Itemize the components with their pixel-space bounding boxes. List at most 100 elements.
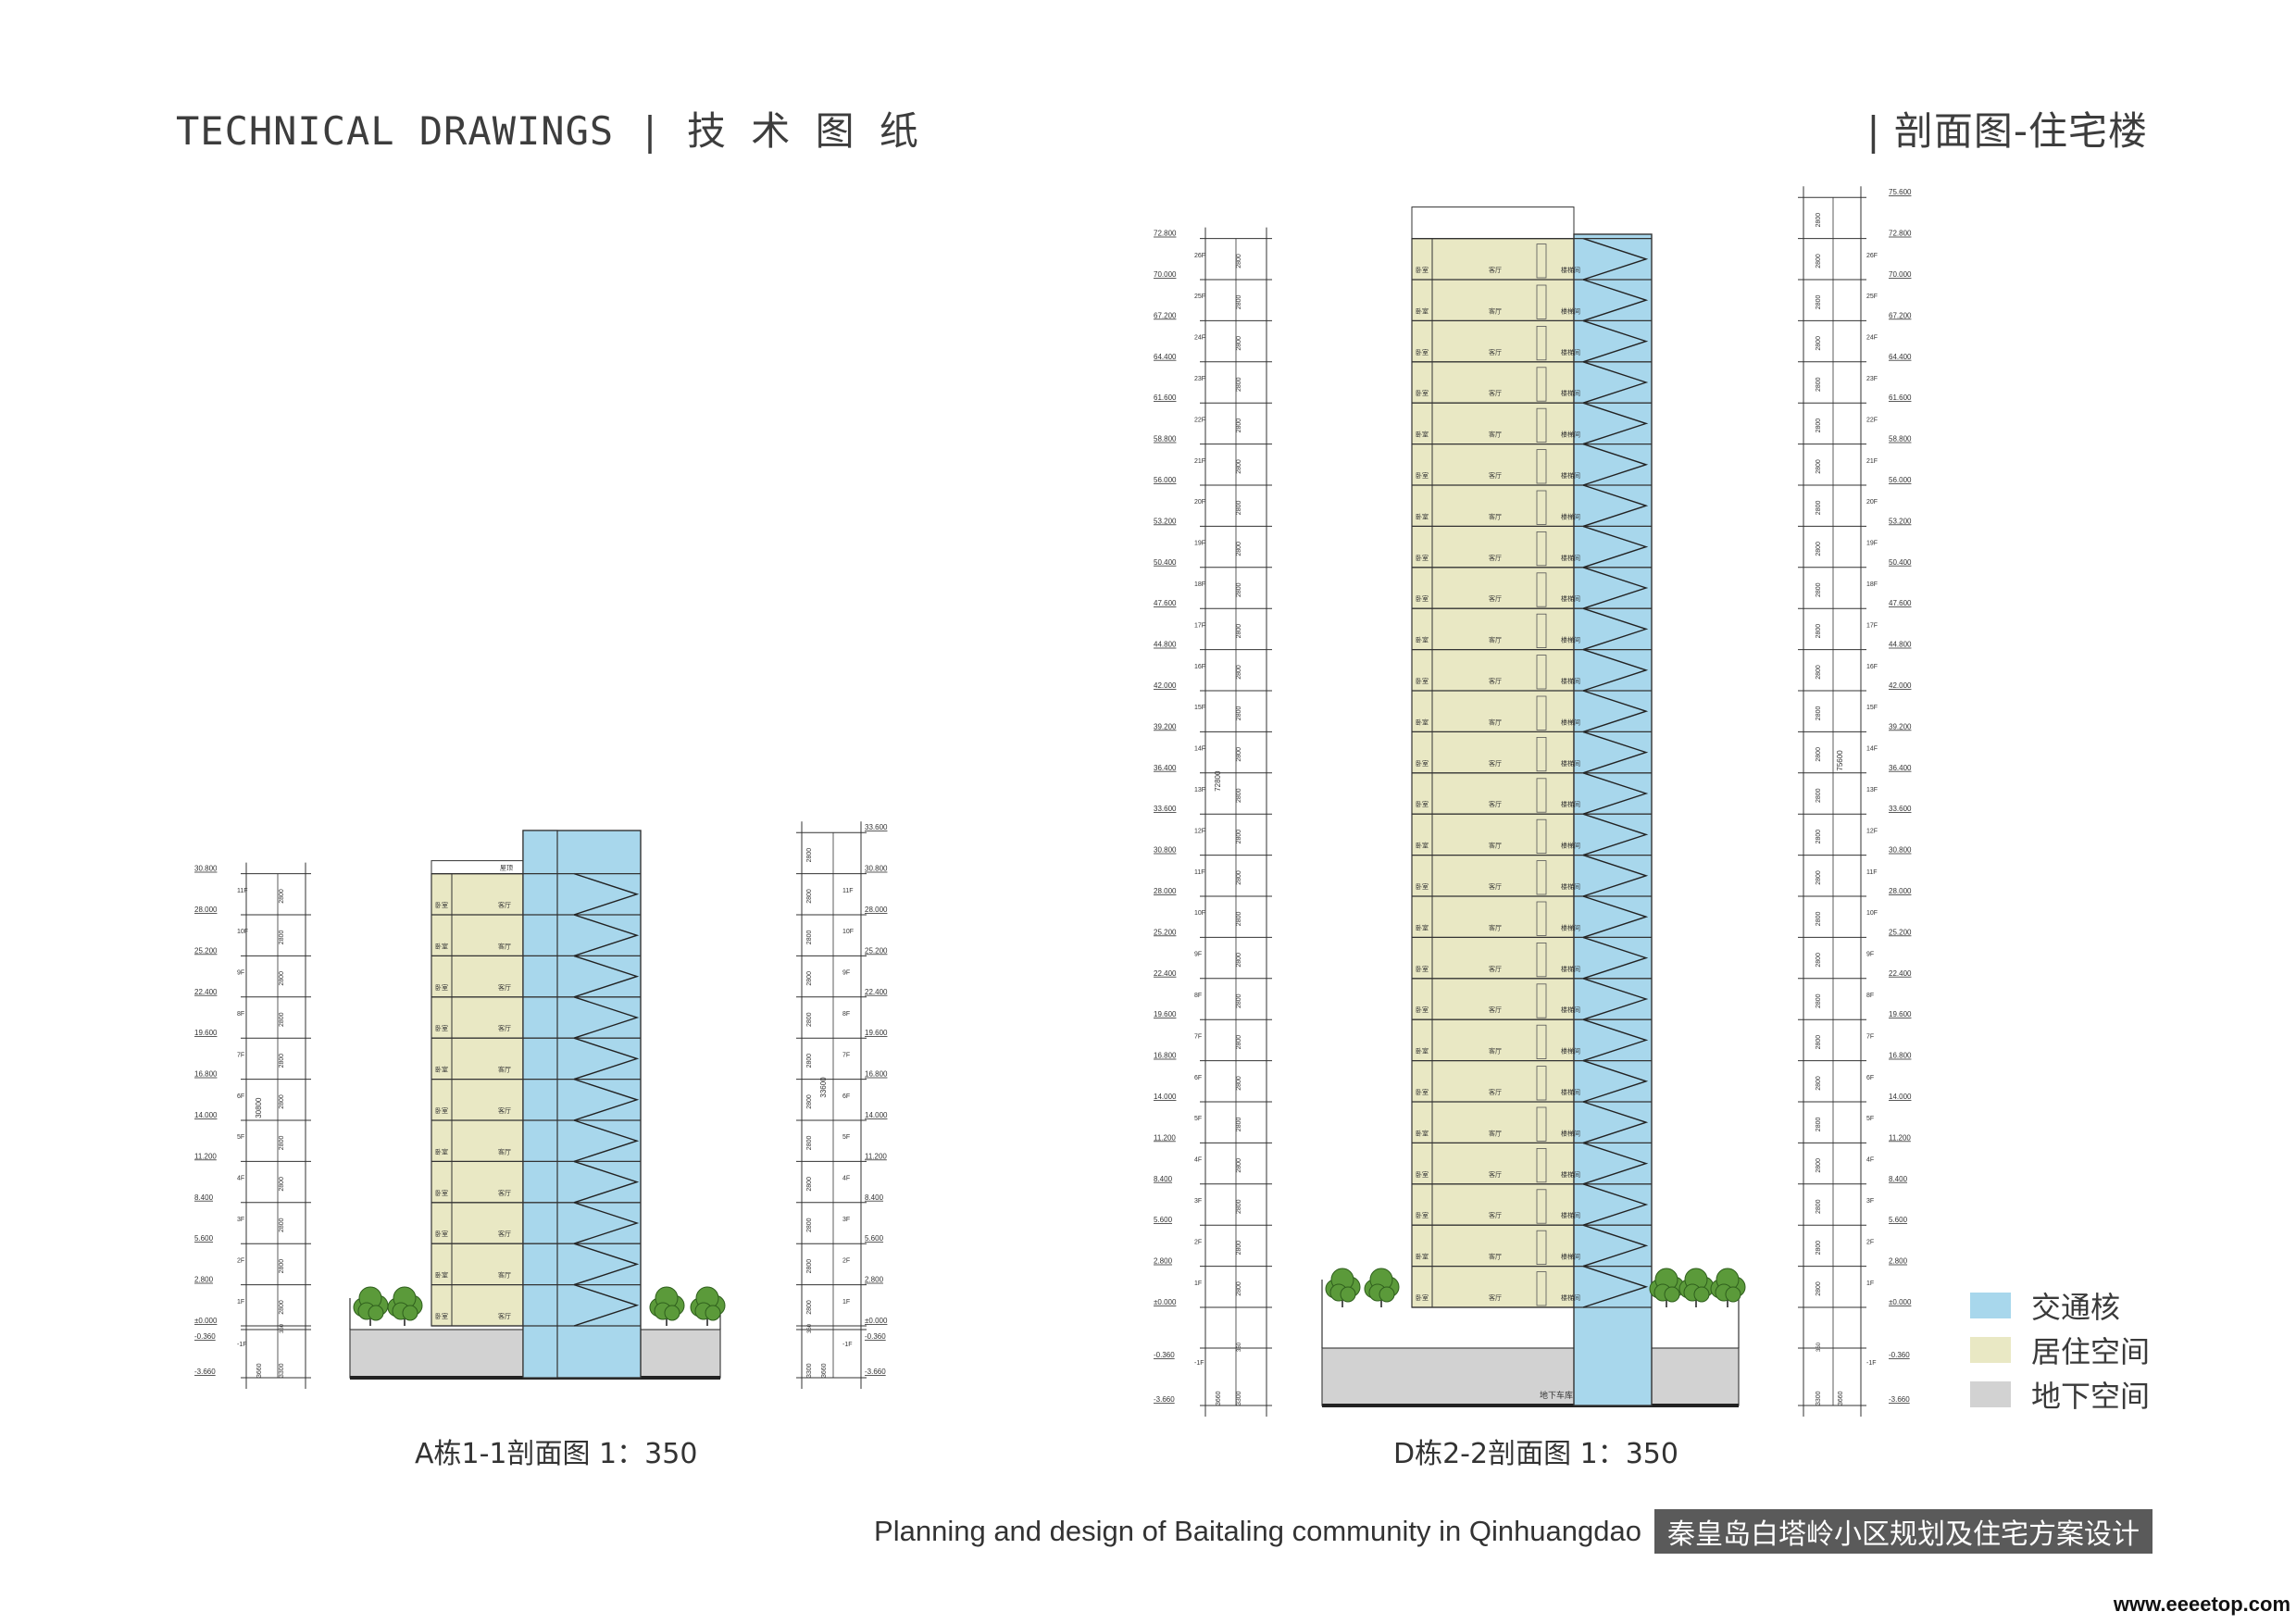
section-d-dim-left-floor-height: 2800 xyxy=(1236,418,1242,433)
section-d-dim-left-elevation: 8.400 xyxy=(1154,1175,1173,1183)
section-a-dim-left-floor-tag: 4F xyxy=(237,1176,244,1182)
section-d-dim-right-floor-height: 2800 xyxy=(1816,254,1822,269)
section-a-dim-left-floor-height: 2800 xyxy=(279,1300,285,1315)
section-a-dim-right-basement-dim: 3660 xyxy=(821,1363,828,1378)
section-d-dim-left-elevation: 56.000 xyxy=(1154,476,1177,484)
section-d-stair-flight xyxy=(1582,1183,1649,1226)
section-d-dim-right-floor-tag: 24F xyxy=(1866,335,1878,342)
section-d-door xyxy=(1536,1024,1547,1059)
section-a-dim-left-basement-dim: 3660 xyxy=(256,1363,263,1378)
section-d-dim-right-floor-tag: 1F xyxy=(1866,1280,1874,1287)
section-a-dim-left-floor-height: 2800 xyxy=(279,1094,285,1109)
legend-label-core: 交通核 xyxy=(2031,1290,2121,1325)
section-d-room-label: 卧室 xyxy=(1416,431,1429,439)
section-d-dim-right-floor-tag: 15F xyxy=(1866,705,1878,711)
section-d-dim-left-elevation: 72.800 xyxy=(1154,230,1177,238)
section-d-room-label: 楼梯间 xyxy=(1561,965,1580,973)
section-d-dim-right-basement-dim: 360 xyxy=(1816,1342,1822,1352)
section-a-dim-right-elevation: 16.800 xyxy=(865,1070,888,1079)
section-d-dim-right-floor-tag: 4F xyxy=(1866,1157,1874,1164)
section-d-dim-left-floor-height: 2800 xyxy=(1236,747,1242,762)
section-a-room-label: 卧室 xyxy=(435,901,448,909)
section-d-dim-left-floor-height: 2800 xyxy=(1236,993,1242,1008)
section-a-dim-left-floor-tag: 11F xyxy=(237,888,248,894)
section-a-dim-right-floor-height: 2800 xyxy=(806,1094,813,1109)
section-a-dim-right-elevation: 11.200 xyxy=(865,1152,887,1160)
section-d-dim-right-floor-tag: 6F xyxy=(1866,1075,1874,1081)
section-d-dim-left-elevation: 47.600 xyxy=(1154,599,1177,607)
section-a-tree xyxy=(353,1286,389,1326)
section-d-door xyxy=(1536,531,1547,567)
section-d-dim-left-floor-tag: 8F xyxy=(1194,993,1202,999)
section-d-room-label: 客厅 xyxy=(1489,677,1502,685)
section-d-dim-left-floor-tag: 18F xyxy=(1194,581,1205,588)
section-d-stair-flight xyxy=(1582,1101,1649,1144)
legend-item-core: 交通核 xyxy=(1970,1283,2150,1328)
section-d-dim-left-elevation: 70.000 xyxy=(1154,270,1177,279)
section-a-dim-left-elevation: -0.360 xyxy=(194,1332,216,1341)
section-d-dim-right-floor-height: 2800 xyxy=(1816,1158,1822,1173)
section-a-room-label: 客厅 xyxy=(498,1230,511,1238)
section-d-room-label: 客厅 xyxy=(1489,1088,1502,1096)
section-a-dim-right-floor-tag: 6F xyxy=(842,1093,850,1100)
section-d-room-label: 客厅 xyxy=(1489,306,1502,315)
section-d-dim-right-floor-tag: 16F xyxy=(1866,664,1878,670)
section-d-dim-left-floor-tag: 24F xyxy=(1194,335,1205,342)
section-a-dim-left-floor-height: 2800 xyxy=(279,889,285,904)
section-a-dim-right-floor-tag: 9F xyxy=(842,970,850,977)
section-d-dim-right-floor-height: 2800 xyxy=(1816,624,1822,639)
section-d-dim-left-elevation: 61.600 xyxy=(1154,394,1177,402)
section-a-dim-left-elevation: 19.600 xyxy=(194,1029,218,1037)
section-d-dim-right-elevation: 58.800 xyxy=(1889,435,1912,443)
section-d-dim-right-floor-height: 2800 xyxy=(1816,582,1822,597)
section-d-dim-left-elevation: 16.800 xyxy=(1154,1052,1177,1060)
section-a-dim-right-elevation: 22.400 xyxy=(865,988,888,996)
section-a-dim-left-floor-tag: 1F xyxy=(237,1299,244,1305)
section-d-dim-right-floor-tag: 10F xyxy=(1866,910,1878,917)
section-a-room-label: 客厅 xyxy=(498,983,511,992)
section-a-tree xyxy=(649,1286,685,1326)
section-d-dim-right-floor-height: 2800 xyxy=(1816,788,1822,803)
section-d-door xyxy=(1536,490,1547,525)
section-a-room-label: 客厅 xyxy=(498,1312,511,1320)
section-d-dim-left-floor-height: 2800 xyxy=(1236,254,1242,269)
section-d-dim-left-basement-dim: 3300 xyxy=(1236,1391,1242,1405)
section-d-dim-right-floor-height: 2800 xyxy=(1816,1076,1822,1091)
section-a-dim-left-elevation: 16.800 xyxy=(194,1070,218,1079)
section-d-room-label: 客厅 xyxy=(1489,1211,1502,1219)
section-a-stair-flight xyxy=(573,872,640,916)
section-d-dim-right-floor-height: 2800 xyxy=(1816,1035,1822,1050)
section-d-dim-right-floor-tag: 17F xyxy=(1866,622,1878,629)
footer-english-title: Planning and design of Baitaling communi… xyxy=(874,1515,1641,1547)
section-d-room-label: 卧室 xyxy=(1416,636,1429,644)
section-d-core xyxy=(1573,233,1653,1406)
section-a-dim-left-elevation: 30.800 xyxy=(194,865,218,873)
legend-item-underground: 地下空间 xyxy=(1970,1372,2150,1417)
section-d-dim-right-elevation: 19.600 xyxy=(1889,1010,1912,1018)
section-d-room-label: 楼梯间 xyxy=(1561,348,1580,356)
section-d-dim-left-elevation: 19.600 xyxy=(1154,1010,1177,1018)
section-a-dim-left-elevation: 22.400 xyxy=(194,988,218,996)
section-a-dim-right-floor-tag: 2F xyxy=(842,1257,850,1264)
section-a-stair-flight xyxy=(573,1202,640,1244)
section-d-room-label: 客厅 xyxy=(1489,759,1502,768)
section-a-residential-block xyxy=(430,872,524,1327)
section-d-stair-flight xyxy=(1582,895,1649,939)
section-d-dim-left-floor-height: 2800 xyxy=(1236,459,1242,474)
section-d-dim-right-elevation: 53.200 xyxy=(1889,517,1912,525)
section-d-dim-right-elevation: 28.000 xyxy=(1889,887,1912,895)
section-d-room-label: 楼梯间 xyxy=(1561,677,1580,685)
section-d-room-label: 客厅 xyxy=(1489,882,1502,891)
section-d-tree xyxy=(1325,1268,1361,1307)
section-d-dim-left-floor-height: 2800 xyxy=(1236,1035,1242,1050)
section-d-dim-right-elevation: 42.000 xyxy=(1889,681,1912,690)
section-d-room-label: 客厅 xyxy=(1489,554,1502,562)
section-d-room-label: 楼梯间 xyxy=(1561,1047,1580,1056)
section-d-dim-left-floor-height: 2800 xyxy=(1236,1076,1242,1091)
section-d-dim-right-total: 75600 xyxy=(1836,750,1844,771)
section-d-dim-left-floor-tag: 12F xyxy=(1194,828,1205,834)
section-d-door xyxy=(1536,407,1547,443)
section-d-room-label: 客厅 xyxy=(1489,389,1502,397)
section-a-dim-left-elevation: ±0.000 xyxy=(194,1317,218,1325)
section-d-room-label: 楼梯间 xyxy=(1561,389,1580,397)
